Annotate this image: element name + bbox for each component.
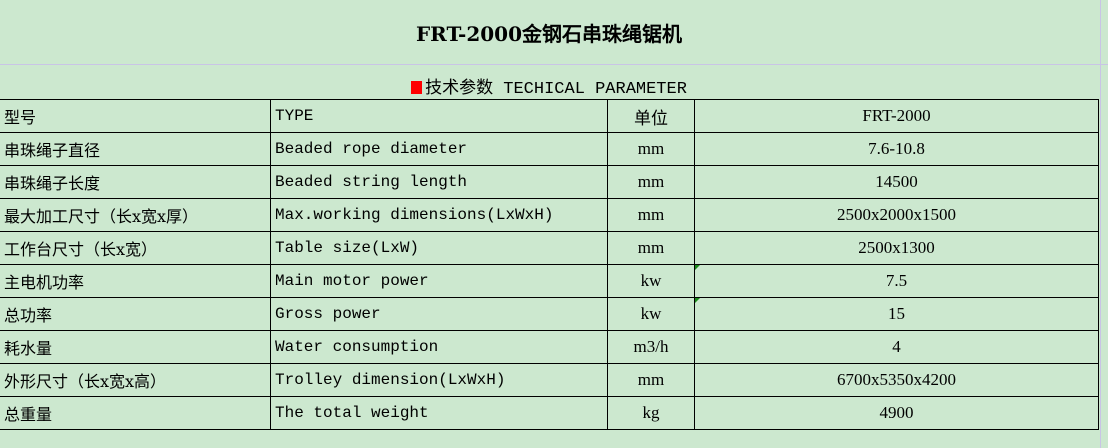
cell-unit[interactable]: kw bbox=[607, 264, 695, 298]
sheet-title: FRT-2000金钢石串珠绳锯机 bbox=[415, 22, 682, 46]
cell-text: mm bbox=[637, 238, 665, 257]
section-header: 技术参数 TECHICAL PARAMETER bbox=[0, 73, 1098, 99]
table-row: 串珠绳子长度 Beaded string length mm 14500 bbox=[0, 165, 1099, 199]
cell-en[interactable]: Water consumption bbox=[270, 330, 608, 364]
cell-en[interactable]: TYPE bbox=[270, 99, 608, 133]
cell-text: The total weight bbox=[275, 404, 429, 422]
cell-text: 7.5 bbox=[885, 271, 908, 290]
cell-value[interactable]: 7.6-10.8 bbox=[694, 132, 1099, 166]
cell-value[interactable]: 4 bbox=[694, 330, 1099, 364]
cell-text: 单位 bbox=[634, 108, 668, 128]
cell-en[interactable]: Table size(LxW) bbox=[270, 231, 608, 265]
cell-text: Beaded rope diameter bbox=[275, 140, 468, 158]
cell-text: 2500x1300 bbox=[858, 238, 935, 257]
cell-en[interactable]: Beaded string length bbox=[270, 165, 608, 199]
cell-text: 总功率 bbox=[4, 306, 53, 325]
cell-unit[interactable]: m3/h bbox=[607, 330, 695, 364]
cell-value[interactable]: FRT-2000 bbox=[694, 99, 1099, 133]
cell-text: Main motor power bbox=[275, 272, 429, 290]
cell-unit[interactable]: mm bbox=[607, 132, 695, 166]
cell-text: 型号 bbox=[4, 108, 37, 127]
cell-value[interactable]: 15 bbox=[694, 297, 1099, 331]
cell-value[interactable]: 4900 bbox=[694, 396, 1099, 430]
cell-text: 工作台尺寸（长x宽） bbox=[4, 240, 158, 259]
cell-text: 总重量 bbox=[4, 405, 53, 424]
cell-cn[interactable]: 总功率 bbox=[0, 297, 271, 331]
cell-text: Trolley dimension(LxWxH) bbox=[275, 371, 506, 389]
cell-cn[interactable]: 外形尺寸（长x宽x高） bbox=[0, 363, 271, 397]
parameter-table: 型号 TYPE 单位 FRT-2000 串珠绳子直径 Beaded rope diamet… bbox=[0, 99, 1099, 430]
cell-value[interactable]: 2500x1300 bbox=[694, 231, 1099, 265]
table-row: 总重量 The total weight kg 4900 bbox=[0, 396, 1099, 430]
cell-unit[interactable]: kw bbox=[607, 297, 695, 331]
cell-text: 外形尺寸（长x宽x高） bbox=[4, 372, 167, 391]
cell-text: 15 bbox=[888, 304, 905, 323]
cell-en[interactable]: Gross power bbox=[270, 297, 608, 331]
cell-cn[interactable]: 串珠绳子直径 bbox=[0, 132, 271, 166]
cell-text: mm bbox=[637, 172, 665, 191]
cell-cn[interactable]: 工作台尺寸（长x宽） bbox=[0, 231, 271, 265]
cell-text: 耗水量 bbox=[4, 339, 53, 358]
cell-text: 7.6-10.8 bbox=[868, 139, 925, 158]
cell-text: 4 bbox=[892, 337, 901, 356]
cell-text: Table size(LxW) bbox=[275, 239, 420, 257]
cell-text: Gross power bbox=[275, 305, 381, 323]
cell-unit[interactable]: kg bbox=[607, 396, 695, 430]
cell-unit[interactable]: mm bbox=[607, 165, 695, 199]
table-row: 耗水量 Water consumption m3/h 4 bbox=[0, 330, 1099, 364]
table-row: 工作台尺寸（长x宽） Table size(LxW) mm 2500x1300 bbox=[0, 231, 1099, 265]
gridline bbox=[1100, 0, 1101, 448]
cell-text: 4900 bbox=[879, 403, 914, 422]
cell-en[interactable]: Main motor power bbox=[270, 264, 608, 298]
cell-value[interactable]: 6700x5350x4200 bbox=[694, 363, 1099, 397]
cell-text: mm bbox=[637, 370, 665, 389]
cell-unit[interactable]: 单位 bbox=[607, 99, 695, 133]
cell-cn[interactable]: 总重量 bbox=[0, 396, 271, 430]
cell-text: mm bbox=[637, 139, 665, 158]
table-row: 型号 TYPE 单位 FRT-2000 bbox=[0, 99, 1099, 133]
cell-text: Max.working dimensions(LxWxH) bbox=[275, 206, 554, 224]
cell-cn[interactable]: 主电机功率 bbox=[0, 264, 271, 298]
cell-text: 14500 bbox=[875, 172, 918, 191]
cell-cn[interactable]: 串珠绳子长度 bbox=[0, 165, 271, 199]
cell-en[interactable]: Trolley dimension(LxWxH) bbox=[270, 363, 608, 397]
cell-text: 串珠绳子长度 bbox=[4, 174, 101, 193]
table-row: 最大加工尺寸（长x宽x厚） Max.working dimensions(LxWx… bbox=[0, 198, 1099, 232]
cell-text: 最大加工尺寸（长x宽x厚） bbox=[4, 207, 199, 226]
cell-value[interactable]: 2500x2000x1500 bbox=[694, 198, 1099, 232]
comment-indicator-icon bbox=[695, 298, 700, 303]
cell-text: 2500x2000x1500 bbox=[837, 205, 956, 224]
table-row: 外形尺寸（长x宽x高） Trolley dimension(LxWxH) mm 670… bbox=[0, 363, 1099, 397]
cell-text: 6700x5350x4200 bbox=[837, 370, 956, 389]
cell-value[interactable]: 14500 bbox=[694, 165, 1099, 199]
cell-value[interactable]: 7.5 bbox=[694, 264, 1099, 298]
cell-text: kw bbox=[640, 304, 662, 323]
section-header-text: 技术参数 TECHICAL PARAMETER bbox=[425, 80, 687, 99]
cell-en[interactable]: Max.working dimensions(LxWxH) bbox=[270, 198, 608, 232]
comment-indicator-icon bbox=[695, 265, 700, 270]
cell-text: 串珠绳子直径 bbox=[4, 141, 101, 160]
cell-text: kg bbox=[642, 403, 660, 422]
cell-unit[interactable]: mm bbox=[607, 198, 695, 232]
cell-text: kw bbox=[640, 271, 662, 290]
cell-text: Beaded string length bbox=[275, 173, 468, 191]
cell-en[interactable]: The total weight bbox=[270, 396, 608, 430]
cell-unit[interactable]: mm bbox=[607, 363, 695, 397]
cell-text: 主电机功率 bbox=[4, 273, 85, 292]
table-row: 主电机功率 Main motor power kw 7.5 bbox=[0, 264, 1099, 298]
table-row: 总功率 Gross power kw 15 bbox=[0, 297, 1099, 331]
cell-text: TYPE bbox=[275, 107, 314, 125]
cell-en[interactable]: Beaded rope diameter bbox=[270, 132, 608, 166]
cell-cn[interactable]: 最大加工尺寸（长x宽x厚） bbox=[0, 198, 271, 232]
cell-text: m3/h bbox=[633, 337, 669, 356]
red-square-icon bbox=[411, 81, 423, 94]
cell-text: FRT-2000 bbox=[862, 106, 931, 125]
cell-cn[interactable]: 耗水量 bbox=[0, 330, 271, 364]
cell-text: Water consumption bbox=[275, 338, 439, 356]
gridline bbox=[0, 64, 1108, 65]
table-row: 串珠绳子直径 Beaded rope diameter mm 7.6-10.8 bbox=[0, 132, 1099, 166]
cell-cn[interactable]: 型号 bbox=[0, 99, 271, 133]
cell-text: mm bbox=[637, 205, 665, 224]
cell-unit[interactable]: mm bbox=[607, 231, 695, 265]
